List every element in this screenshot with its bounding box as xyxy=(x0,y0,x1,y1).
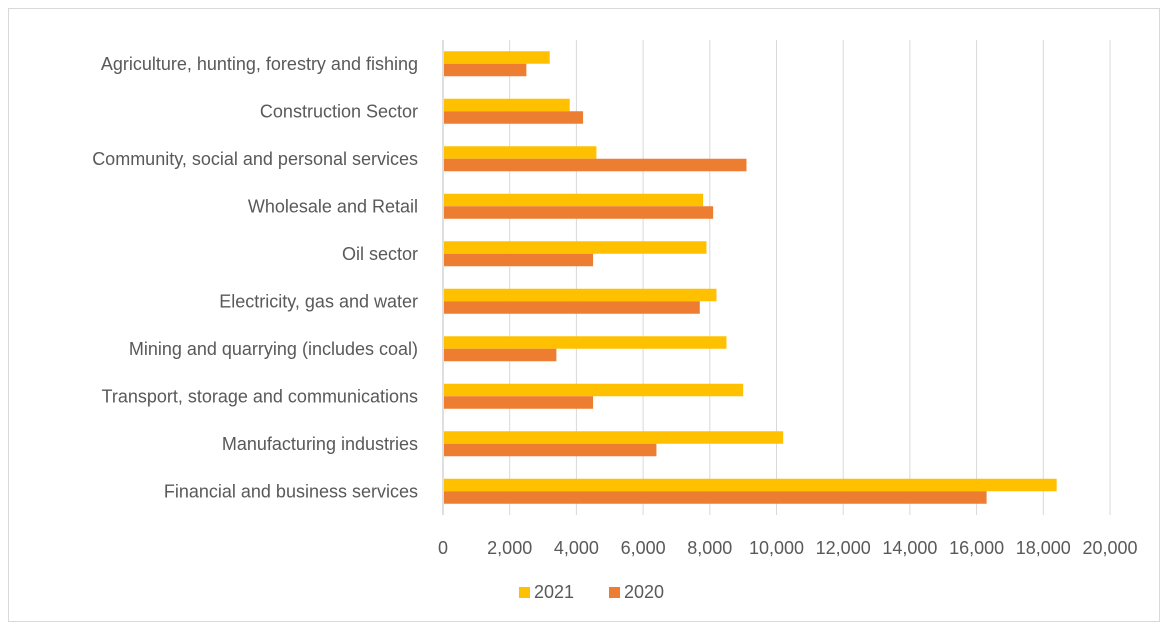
category-label: Transport, storage and communications xyxy=(102,386,419,406)
category-label: Wholesale and Retail xyxy=(248,196,418,216)
bar-2020 xyxy=(444,158,747,172)
bar-2020 xyxy=(444,63,527,77)
x-tick-label: 6,000 xyxy=(621,538,666,558)
category-label: Mining and quarrying (includes coal) xyxy=(129,339,418,359)
category-label: Oil sector xyxy=(342,244,418,264)
x-tick-label: 12,000 xyxy=(816,538,871,558)
bar-2020 xyxy=(444,111,584,124)
x-tick-label: 4,000 xyxy=(554,538,599,558)
bar-2021 xyxy=(444,288,717,302)
category-label: Community, social and personal services xyxy=(92,149,418,169)
bar-2021 xyxy=(444,431,784,444)
category-label: Agriculture, hunting, forestry and fishi… xyxy=(101,54,418,74)
bar-2020 xyxy=(444,253,594,267)
bars xyxy=(444,51,1057,504)
bar-2021 xyxy=(444,383,744,397)
category-label: Manufacturing industries xyxy=(222,434,418,454)
x-tick-label: 18,000 xyxy=(1016,538,1071,558)
x-tick-label: 20,000 xyxy=(1082,538,1137,558)
legend-swatch-2020 xyxy=(609,587,620,598)
x-tick-label: 2,000 xyxy=(487,538,532,558)
x-tick-label: 16,000 xyxy=(949,538,1004,558)
x-tick-label: 14,000 xyxy=(882,538,937,558)
bar-2021 xyxy=(444,98,570,112)
x-tick-label: 8,000 xyxy=(687,538,732,558)
category-label: Financial and business services xyxy=(164,481,418,501)
category-label: Electricity, gas and water xyxy=(219,291,418,311)
bar-2021 xyxy=(444,193,704,207)
bar-2021 xyxy=(444,146,597,159)
category-labels: Agriculture, hunting, forestry and fishi… xyxy=(92,54,418,502)
bar-2021 xyxy=(444,336,727,349)
bar-2021 xyxy=(444,478,1057,492)
bar-2020 xyxy=(444,348,557,362)
chart-frame xyxy=(8,8,1160,622)
bar-2021 xyxy=(444,51,550,64)
bar-2020 xyxy=(444,491,987,504)
x-tick-label: 10,000 xyxy=(749,538,804,558)
legend-label-2020: 2020 xyxy=(624,582,664,602)
legend-swatch-2021 xyxy=(519,587,530,598)
bar-2021 xyxy=(444,241,707,254)
bar-2020 xyxy=(444,206,714,219)
bar-2020 xyxy=(444,301,700,314)
legend-label-2021: 2021 xyxy=(534,582,574,602)
x-tick-label: 0 xyxy=(438,538,448,558)
category-label: Construction Sector xyxy=(260,101,418,121)
bar-2020 xyxy=(444,443,657,457)
bar-2020 xyxy=(444,396,594,409)
x-tick-labels: 0 2,000 4,000 6,000 8,000 10,000 12,000 14,000 1… xyxy=(438,538,1138,558)
legend: 2021 2020 xyxy=(519,582,664,602)
